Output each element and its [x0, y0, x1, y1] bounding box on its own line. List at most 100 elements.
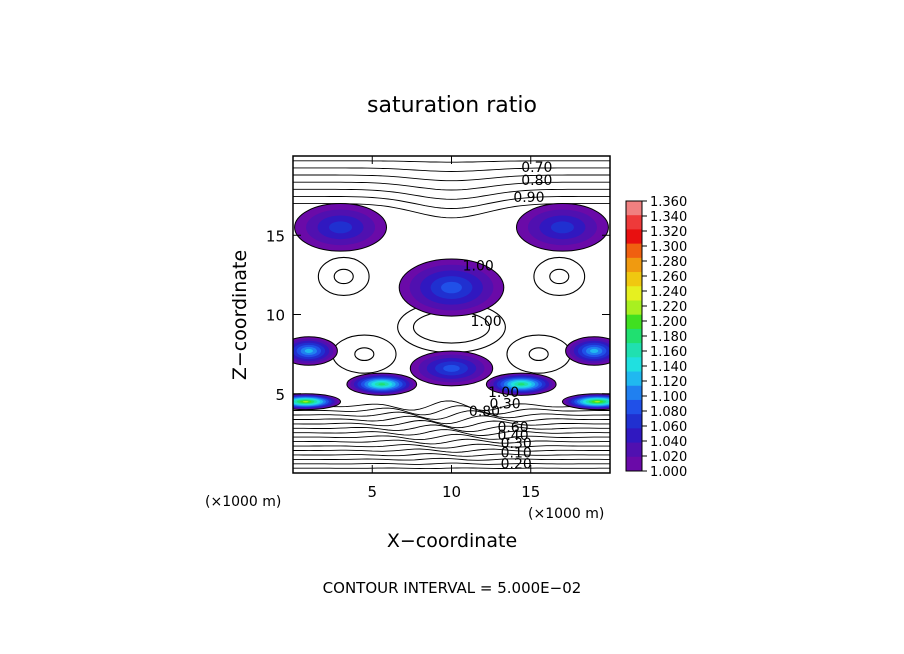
colorbar-swatch — [626, 385, 642, 401]
colorbar-tick-label: 1.300 — [650, 240, 687, 255]
supersaturation-region — [293, 393, 342, 411]
fill-level — [302, 401, 309, 403]
contour-label: 0.20 — [501, 456, 532, 472]
contour-label: 0.70 — [521, 160, 552, 176]
contour-line — [293, 438, 610, 445]
colorbar-tick-label: 1.220 — [650, 300, 687, 315]
colorbar-swatch — [626, 442, 642, 458]
colorbar-tick-label: 1.020 — [650, 450, 687, 465]
colorbar-swatch — [626, 286, 642, 301]
colorbar-swatch — [626, 300, 642, 316]
colorbar-swatch — [626, 272, 642, 287]
x-tick-label: 15 — [521, 483, 540, 501]
contour-loop — [317, 256, 370, 297]
colorbar-tick-label: 1.120 — [650, 375, 687, 390]
contour-line — [293, 433, 610, 441]
plot-area: 0.700.800.901.001.001.000.300.800.600.40… — [293, 156, 610, 473]
y-axis-ticks: 5 10 15 — [266, 227, 610, 404]
colorbar-tick-label: 1.340 — [650, 210, 687, 225]
contour-label: 1.00 — [471, 314, 502, 330]
x-axis-label: X−coordinate — [387, 530, 517, 552]
supersaturation-region — [398, 258, 505, 317]
colorbar-tick-label: 1.140 — [650, 360, 687, 375]
contour-label: 0.90 — [513, 190, 544, 206]
supersaturation-region — [294, 203, 388, 252]
colorbar: 1.3601.3401.3201.3001.2801.2601.2401.220… — [625, 195, 687, 480]
colorbar-tick-label: 1.180 — [650, 330, 687, 345]
contour-labels: 0.700.800.901.001.001.000.300.800.600.40… — [463, 160, 553, 472]
contour-label: 0.80 — [521, 173, 552, 189]
colorbar-swatch — [626, 201, 642, 216]
x-tick-label: 5 — [367, 483, 377, 501]
contour-loop — [354, 347, 375, 362]
contour-label: 0.80 — [469, 404, 500, 420]
colorbar-swatch — [626, 357, 642, 373]
contour-label: 0.60 — [497, 420, 528, 436]
supersaturation-region — [346, 372, 418, 396]
fill-level — [590, 348, 599, 353]
x-unit-left: (×1000 m) — [205, 494, 281, 510]
contour-label: 0.30 — [490, 396, 521, 412]
contour-loop — [528, 347, 549, 362]
fill-level — [550, 221, 574, 234]
y-tick-label: 10 — [266, 307, 285, 325]
colorbar-swatch — [626, 328, 642, 344]
contour-line — [293, 405, 610, 416]
chart-title: saturation ratio — [367, 93, 537, 118]
colorbar-swatch — [626, 343, 642, 358]
supersaturation-fill — [293, 203, 610, 411]
fill-level — [517, 383, 525, 386]
supersaturation-region — [409, 350, 494, 387]
colorbar-tick-label: 1.080 — [650, 405, 687, 420]
colorbar-swatch — [626, 314, 642, 330]
contour-line — [293, 181, 610, 191]
contour-line — [293, 400, 610, 411]
colorbar-tick-label: 1.060 — [650, 420, 687, 435]
colorbar-swatch — [626, 456, 642, 472]
colorbar-tick-label: 1.000 — [650, 465, 687, 480]
contour-loop — [549, 268, 570, 285]
colorbar-tick-label: 1.240 — [650, 285, 687, 300]
contour-line — [293, 453, 610, 457]
x-tick-label: 10 — [442, 483, 461, 501]
contour-line — [293, 429, 610, 436]
contour-line — [293, 443, 610, 449]
contour-line — [293, 415, 610, 425]
colorbar-tick-label: 1.320 — [650, 225, 687, 240]
colorbar-tick-label: 1.200 — [650, 315, 687, 330]
colorbar-swatch — [626, 428, 642, 444]
colorbar-tick-label: 1.280 — [650, 255, 687, 270]
contour-line — [293, 188, 610, 200]
contour-line — [293, 167, 610, 172]
fill-level — [304, 348, 313, 353]
colorbar-swatch — [626, 414, 642, 429]
contour-line — [293, 174, 610, 182]
contour-label: 0.40 — [497, 428, 528, 444]
contour-line — [293, 420, 610, 429]
supersaturation-region — [293, 336, 338, 366]
supersaturation-region — [485, 372, 557, 396]
colorbar-swatch — [626, 229, 642, 245]
colorbar-swatch — [626, 257, 642, 273]
fill-level — [441, 281, 462, 294]
fill-level — [329, 221, 353, 234]
supersaturation-region — [561, 393, 610, 411]
contour-interval-note: CONTOUR INTERVAL = 5.000E−02 — [323, 579, 582, 597]
y-tick-label: 5 — [275, 386, 285, 404]
colorbar-swatch — [626, 243, 642, 259]
fill-level — [594, 401, 601, 403]
colorbar-swatch — [626, 215, 642, 230]
colorbar-swatch — [626, 399, 642, 415]
contour-line — [293, 448, 610, 453]
y-axis-label: Z−coordinate — [229, 250, 251, 380]
contour-label: 0.10 — [501, 445, 532, 461]
contour-line — [293, 462, 610, 465]
contour-line — [293, 410, 610, 420]
supersaturation-region — [565, 336, 610, 366]
contour-line — [293, 195, 610, 209]
fill-level — [378, 383, 386, 386]
contour-loop — [333, 268, 354, 285]
supersaturation-region — [515, 203, 609, 252]
colorbar-tick-label: 1.100 — [650, 390, 687, 405]
